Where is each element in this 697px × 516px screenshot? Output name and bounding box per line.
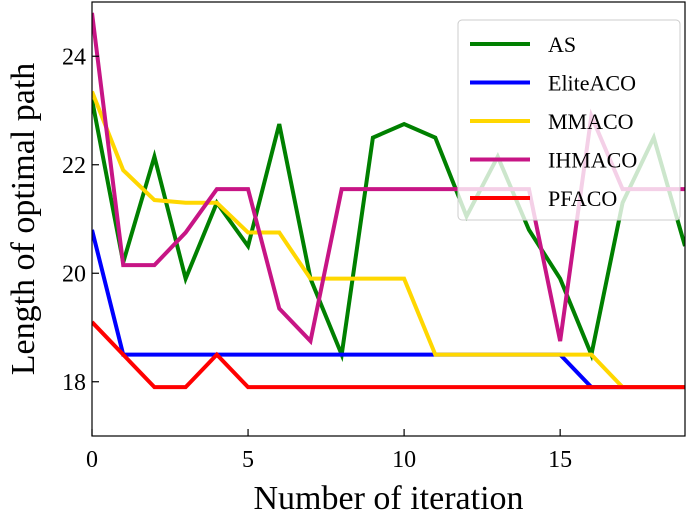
legend-label-mmaco: MMACO	[548, 109, 634, 134]
legend: AS EliteACO MMACO IHMACO PFACO	[457, 19, 681, 221]
series-line-pfaco	[92, 320, 685, 390]
y-tick-label-20: 20	[62, 261, 86, 287]
legend-label-pfaco: PFACO	[548, 186, 617, 211]
series-line-as	[92, 99, 685, 363]
y-tick-label-22: 22	[62, 153, 86, 179]
x-tick-label-0: 0	[86, 447, 98, 473]
x-tick-label-5: 5	[242, 447, 254, 473]
legend-box	[457, 19, 681, 221]
legend-label-as: AS	[548, 32, 576, 57]
y-axis-title: Length of optimal path	[5, 63, 42, 376]
series-line-eliteaco	[92, 229, 685, 390]
y-tick-label-18: 18	[62, 370, 86, 396]
legend-label-ihmaco: IHMACO	[548, 148, 637, 173]
y-tick-label-24: 24	[62, 44, 86, 70]
legend-label-eliteaco: EliteACO	[548, 71, 636, 96]
series-line-mmaco	[92, 90, 685, 390]
x-axis-title: Number of iteration	[253, 480, 523, 516]
x-tick-label-10: 10	[392, 447, 416, 473]
plot-frame	[91, 1, 686, 437]
tick-layer: 0 5 10 15 18 20 22 24	[62, 44, 572, 473]
x-tick-label-15: 15	[548, 447, 572, 473]
